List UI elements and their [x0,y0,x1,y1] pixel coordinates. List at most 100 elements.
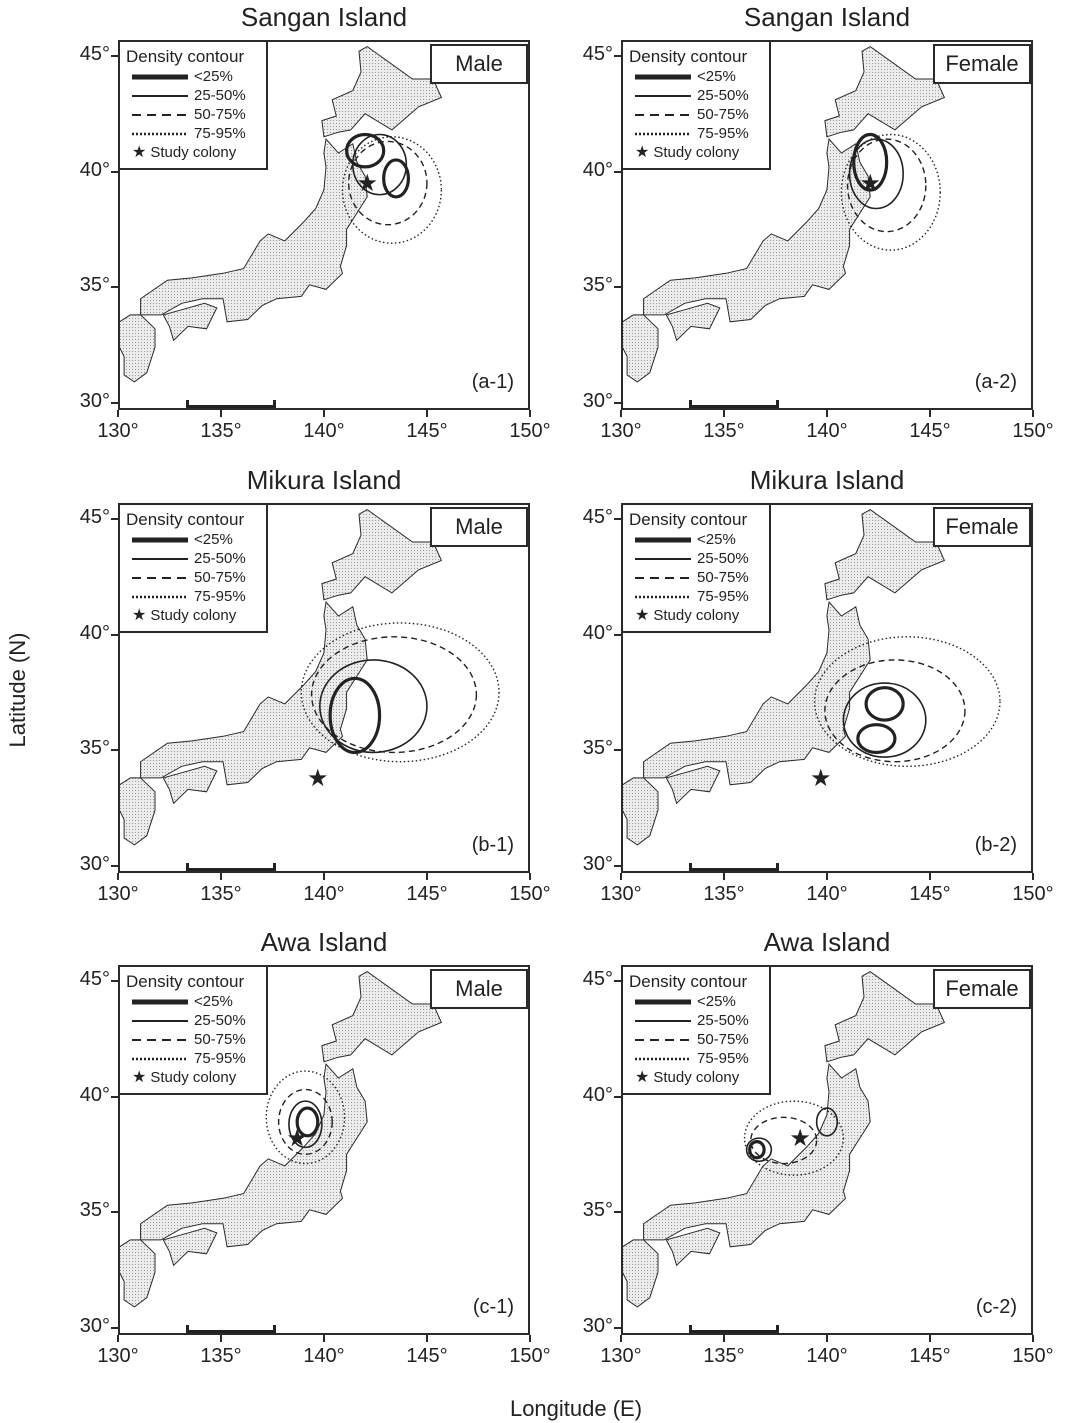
lat-tick-label: 45° [79,43,110,66]
legend-label: 75-95% [697,1050,749,1067]
map-frame: ★ Density contour <25% 25-50% 50-75% 7 [118,503,530,873]
density-contour-dash [846,138,927,233]
lon-tick [117,873,119,880]
sex-label: Male [430,507,528,547]
legend-item-25-50: 25-50% [629,86,769,105]
lon-tick [426,410,428,417]
lon-tick [117,410,119,417]
legend-item-50-75: 50-75% [629,1030,769,1049]
lon-tick-label: 130° [600,1345,642,1367]
legend-item-50-75: 50-75% [629,568,769,587]
dashed-line-icon [132,576,188,579]
legend-item-75-95: 75-95% [629,1049,769,1068]
lon-tick-label: 150° [509,883,551,905]
star-icon: ★ [635,144,650,161]
lat-tick [614,1327,621,1330]
density-contour-solid [745,1137,773,1163]
study-colony-star-icon: ★ [789,1125,811,1152]
dashed-line-icon [635,1038,691,1041]
solid-line-icon [132,557,188,560]
panel-title: Mikura Island [246,465,402,495]
legend-label: 25-50% [697,550,749,567]
density-contour-dot [840,133,941,251]
lon-tick-label: 135° [200,420,242,442]
legend-label: 50-75% [697,569,749,586]
map-panel-1: Sangan Island ★ Density contour <25% 25-… [0,0,551,442]
shikoku-landmass [162,765,218,805]
lat-tick [614,170,621,173]
legend-title: Density contour [629,47,748,66]
lon-tick-label: 135° [200,1345,242,1367]
legend-label: <25% [194,68,233,85]
study-colony-star-icon: ★ [356,170,378,197]
solid-line-icon [635,94,691,97]
panel-title: Mikura Island [749,465,905,495]
lat-tick-label: 35° [582,274,613,297]
legend-label: <25% [697,68,736,85]
lat-tick-label: 40° [79,158,110,181]
lat-tick-label: 40° [582,621,613,644]
legend-title: Density contour [126,510,245,529]
panel-title: Sangan Island [240,2,408,32]
legend-label: Study colony [653,1069,740,1086]
lon-tick-label: 145° [909,420,951,442]
lon-tick-label: 140° [303,420,345,442]
lat-tick [111,170,118,173]
kyushu-landmass [623,777,659,846]
lon-tick-label: 130° [97,883,139,905]
panel-label: (b-2) [974,834,1017,856]
dotted-line-icon [635,1057,691,1060]
honshu-landmass [643,1062,871,1248]
legend-label: 50-75% [194,569,246,586]
lon-tick [929,873,931,880]
lat-tick [614,286,621,289]
density-contour-thick [864,686,905,722]
lat-tick-label: 30° [79,390,110,413]
panel-title: Awa Island [763,927,891,957]
lon-tick [929,410,931,417]
star-icon: ★ [132,607,147,624]
lat-tick-label: 45° [582,43,613,66]
honshu-landmass [140,137,368,323]
legend-title: Density contour [629,510,748,529]
map-panel-2: Sangan Island ★ Density contour <25% 25-… [503,0,1054,442]
kyushu-landmass [623,314,659,383]
lon-tick [1032,1335,1034,1342]
map-panel-4: Mikura Island ★ Density contour <25% 25-… [503,463,1054,905]
map-panel-6: Awa Island ★ Density contour <25% 25-50%… [503,925,1054,1367]
map-panel-3: Mikura Island ★ Density contour <25% 25-… [0,463,551,905]
legend-label: Study colony [653,144,740,161]
lat-tick-label: 30° [79,853,110,876]
sex-label: Female [933,507,1031,547]
lat-tick-label: 35° [582,1199,613,1222]
lon-tick [220,1335,222,1342]
lon-tick [826,410,828,417]
legend-item-50-75: 50-75% [629,105,769,124]
lon-tick [220,410,222,417]
legend-label: 75-95% [697,588,749,605]
lon-tick [723,1335,725,1342]
lon-tick [529,1335,531,1342]
solid-line-icon [635,557,691,560]
lat-tick [614,55,621,58]
star-icon: ★ [635,1069,650,1086]
legend-item-25-50: 25-50% [126,86,266,105]
lat-tick [111,1327,118,1330]
density-legend: Density contour <25% 25-50% 50-75% 75-95… [623,42,771,170]
density-contour-dash [277,1088,333,1156]
legend-item-25-50: 25-50% [126,1011,266,1030]
legend-label: Study colony [653,607,740,624]
density-contour-thick [328,676,382,755]
legend-label: 50-75% [194,1031,246,1048]
lon-tick-label: 145° [909,883,951,905]
shikoku-landmass [665,302,721,342]
lat-tick [614,633,621,636]
lon-tick-label: 130° [97,1345,139,1367]
legend-item-colony: ★ Study colony [126,143,266,162]
legend-label: 75-95% [697,125,749,142]
legend-item-50-75: 50-75% [126,105,266,124]
legend-item-25-50: 25-50% [629,549,769,568]
lat-tick-label: 45° [582,506,613,529]
lon-tick-label: 150° [509,420,551,442]
density-contour-thick [345,132,386,169]
